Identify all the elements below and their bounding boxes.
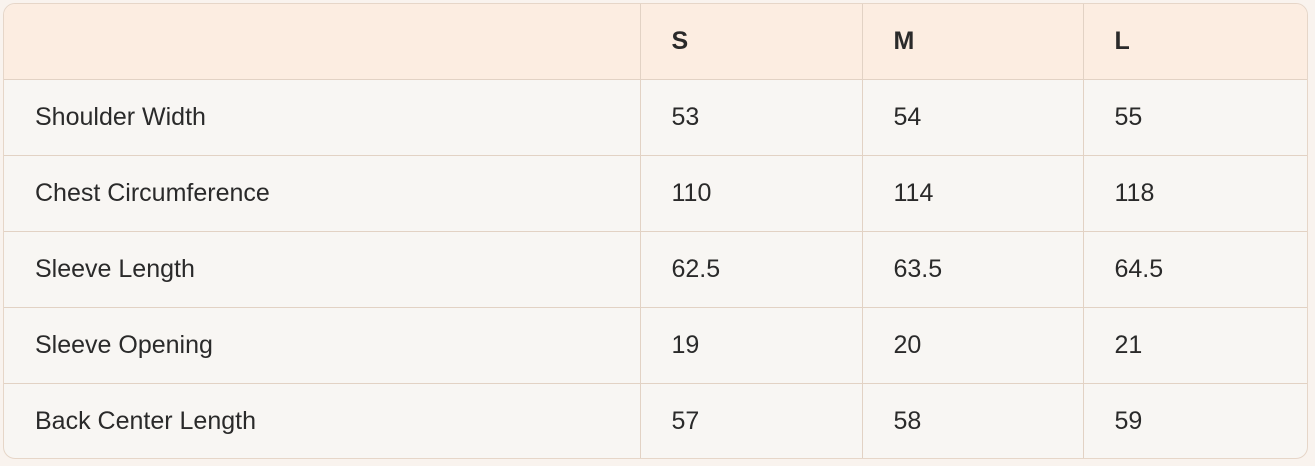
row-label: Shoulder Width	[4, 79, 641, 156]
size-value: 63.5	[861, 231, 1084, 308]
size-value: 21	[1082, 307, 1307, 384]
row-label: Back Center Length	[4, 383, 641, 458]
table-row: Chest Circumference 110 114 118	[4, 155, 1307, 232]
size-value: 59	[1082, 383, 1307, 458]
header-cell-empty	[4, 4, 641, 80]
size-value: 53	[639, 79, 863, 156]
row-label: Sleeve Opening	[4, 307, 641, 384]
size-value: 20	[861, 307, 1084, 384]
header-cell-l: L	[1082, 4, 1307, 80]
row-label: Sleeve Length	[4, 231, 641, 308]
size-value: 57	[639, 383, 863, 458]
row-label: Chest Circumference	[4, 155, 641, 232]
size-value: 19	[639, 307, 863, 384]
size-value: 55	[1082, 79, 1307, 156]
table-row: Sleeve Length 62.5 63.5 64.5	[4, 231, 1307, 308]
size-value: 110	[639, 155, 863, 232]
table-row: Sleeve Opening 19 20 21	[4, 307, 1307, 384]
size-chart-table: S M L Shoulder Width 53 54 55 Chest Circumfe…	[3, 3, 1308, 459]
size-value: 64.5	[1082, 231, 1307, 308]
header-cell-s: S	[639, 4, 863, 80]
header-cell-m: M	[861, 4, 1084, 80]
table-row: Back Center Length 57 58 59	[4, 383, 1307, 458]
size-value: 54	[861, 79, 1084, 156]
size-value: 114	[861, 155, 1084, 232]
header-row: S M L	[4, 4, 1307, 80]
size-value: 62.5	[639, 231, 863, 308]
size-value: 58	[861, 383, 1084, 458]
size-value: 118	[1082, 155, 1307, 232]
table-row: Shoulder Width 53 54 55	[4, 79, 1307, 156]
